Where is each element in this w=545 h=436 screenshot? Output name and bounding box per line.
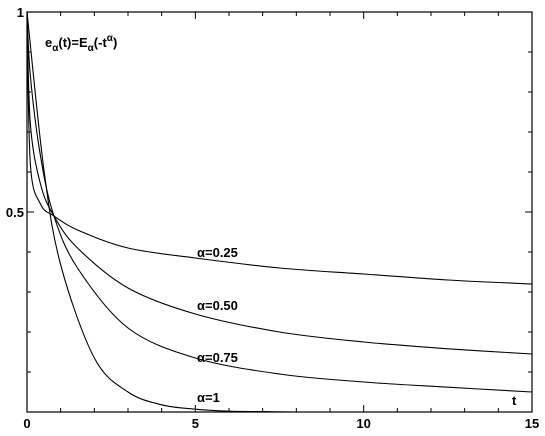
series-label-1: α=0.25 — [197, 245, 238, 260]
y-tick-label: 1 — [17, 5, 24, 20]
series-line-4 — [26, 11, 297, 413]
chart-title: eα(t)=Eα(-tα) — [45, 33, 117, 54]
x-axis-label: t — [512, 393, 517, 408]
x-tick-label: 0 — [23, 416, 30, 431]
x-tick-label: 5 — [192, 416, 199, 431]
series-line-1 — [26, 11, 533, 285]
plot-frame — [26, 11, 533, 413]
series-line-2 — [26, 11, 533, 355]
y-tick-label: 0.5 — [6, 205, 24, 220]
series-label-4: α=1 — [197, 390, 220, 405]
series-label-2: α=0.50 — [197, 298, 238, 313]
series-line-3 — [26, 11, 533, 393]
series-label-3: α=0.75 — [197, 350, 238, 365]
x-tick-label: 10 — [356, 416, 370, 431]
x-tick-label: 15 — [525, 416, 539, 431]
